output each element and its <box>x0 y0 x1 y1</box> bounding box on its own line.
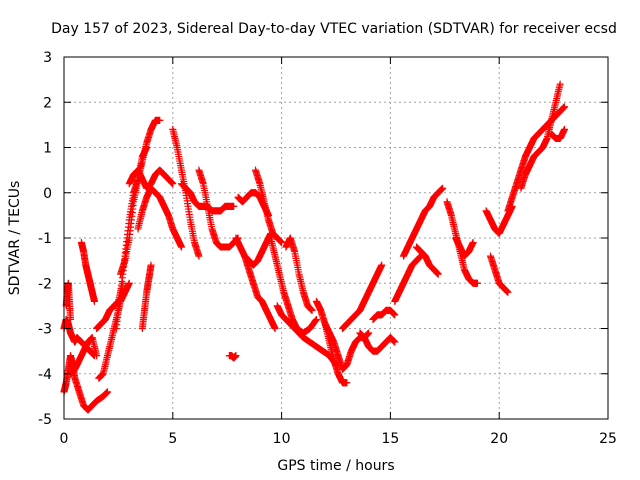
y-tick-label: -4 <box>38 367 52 383</box>
data-point <box>434 270 442 278</box>
data-point <box>156 116 164 124</box>
data-point <box>93 352 101 360</box>
data-point <box>365 329 373 337</box>
y-axis-label: SDTVAR / TECUs <box>7 181 23 296</box>
ticks-layer <box>63 56 609 420</box>
data-point <box>473 279 481 287</box>
data-point <box>90 297 98 305</box>
y-tick-label: -3 <box>38 322 52 338</box>
tick-labels-layer: 0 5 10 15 20 25 -5 -4 -3 -2 -1 0 1 2 3 <box>38 50 617 447</box>
data-point <box>312 316 320 324</box>
data-point <box>343 379 351 387</box>
data-point <box>104 388 112 396</box>
x-tick-label: 15 <box>381 431 399 447</box>
data-point <box>556 80 564 88</box>
points-layer <box>60 80 568 414</box>
y-tick-label: 1 <box>43 141 52 157</box>
data-point <box>67 315 75 323</box>
data-point <box>232 352 240 360</box>
chart-title: Day 157 of 2023, Sidereal Day-to-day VTE… <box>51 21 617 37</box>
data-point <box>469 239 477 247</box>
data-point <box>439 184 447 192</box>
data-point <box>147 261 155 269</box>
data-point <box>391 311 399 319</box>
y-tick-label: -2 <box>38 276 52 292</box>
data-point <box>560 125 568 133</box>
x-axis-label: GPS time / hours <box>277 458 394 474</box>
data-point <box>504 288 512 296</box>
data-point <box>143 144 151 151</box>
data-point <box>271 325 279 332</box>
y-tick-label: 3 <box>43 50 52 66</box>
data-point <box>230 202 238 210</box>
data-point <box>308 306 316 314</box>
y-tick-label: 0 <box>43 186 52 202</box>
data-point <box>178 243 186 251</box>
data-point <box>312 315 320 323</box>
y-tick-label: -1 <box>38 231 52 247</box>
y-tick-label: -5 <box>38 412 52 428</box>
data-point <box>125 279 133 287</box>
data-point <box>195 252 203 260</box>
data-point <box>378 261 386 269</box>
y-tick-label: 2 <box>43 95 52 111</box>
data-point <box>391 338 399 346</box>
x-tick-label: 25 <box>599 431 617 447</box>
x-tick-label: 20 <box>490 431 508 447</box>
x-tick-label: 0 <box>60 431 69 447</box>
x-tick-label: 5 <box>168 431 177 447</box>
data-point <box>560 103 568 111</box>
data-point <box>169 180 177 188</box>
x-tick-label: 10 <box>273 431 291 447</box>
data-point <box>278 239 286 247</box>
